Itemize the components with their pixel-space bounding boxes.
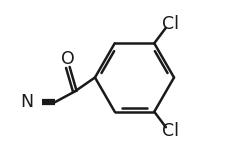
Text: Cl: Cl [162, 122, 179, 140]
Text: N: N [21, 93, 34, 111]
Text: O: O [61, 50, 75, 68]
Text: Cl: Cl [162, 15, 179, 33]
